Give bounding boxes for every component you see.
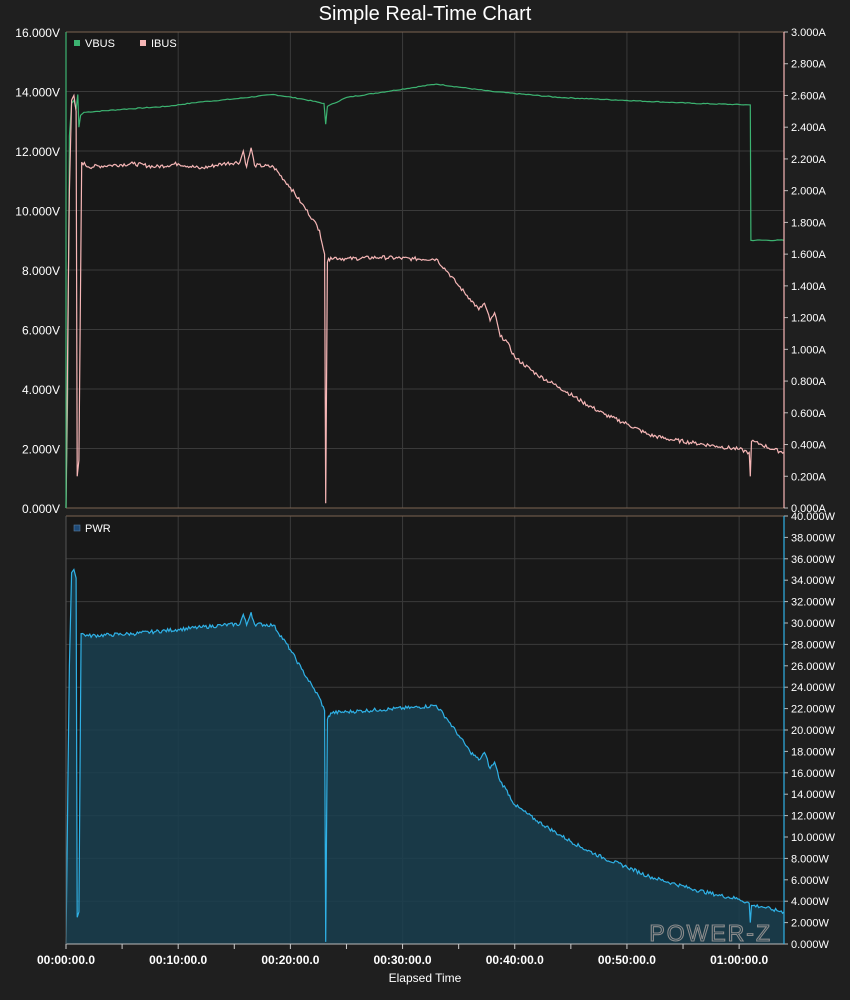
legend-swatch-ibus [140, 40, 146, 46]
right-tick-label: 14.000W [791, 789, 836, 801]
right-tick-label: 6.000W [791, 875, 830, 887]
right-tick-label: 0.400A [791, 440, 827, 452]
right-tick-label: 34.000W [791, 575, 836, 587]
x-axis-label: Elapsed Time [389, 971, 462, 985]
right-tick-label: 40.000W [791, 511, 836, 523]
left-tick-label: 8.000V [22, 264, 60, 278]
right-tick-label: 3.000A [791, 27, 827, 39]
right-tick-label: 0.600A [791, 408, 827, 420]
right-tick-label: 16.000W [791, 768, 836, 780]
right-tick-label: 0.000W [791, 939, 830, 951]
left-tick-label: 14.000V [15, 86, 60, 100]
legend-label-pwr: PWR [85, 523, 111, 535]
right-tick-label: 32.000W [791, 597, 836, 609]
right-tick-label: 22.000W [791, 704, 836, 716]
right-tick-label: 26.000W [791, 661, 836, 673]
right-tick-label: 38.000W [791, 532, 836, 544]
top-panel: 0.000V 2.000V 4.000V 6.000V 8.000V 10.000V 12.… [15, 26, 826, 516]
series-line-pwr [65, 568, 785, 945]
right-tick-label: 1.600A [791, 249, 827, 261]
left-tick-label: 2.000V [22, 443, 60, 457]
left-tick-label: 10.000V [15, 205, 60, 219]
x-tick-label: 00:50:00.0 [598, 953, 656, 967]
series-area-pwr [66, 569, 784, 944]
left-tick-label: 12.000V [15, 145, 60, 159]
right-tick-label: 1.200A [791, 313, 827, 325]
legend-label-ibus: IBUS [151, 38, 177, 50]
right-tick-label: 10.000W [791, 832, 836, 844]
right-tick-label: 8.000W [791, 853, 830, 865]
legend-label-vbus: VBUS [85, 38, 115, 50]
right-tick-label: 0.000A [791, 503, 827, 515]
left-tick-label: 6.000V [22, 324, 60, 338]
x-tick-label: 00:40:00.0 [486, 953, 544, 967]
right-tick-label: 2.000A [791, 186, 827, 198]
bottom-panel: 0.000W 2.000W 4.000W 6.000W 8.000W 10.000W 12.… [65, 511, 836, 951]
right-tick-label: 2.400A [791, 122, 827, 134]
right-tick-label: 2.000W [791, 918, 830, 930]
x-tick-label: 00:10:00.0 [149, 953, 207, 967]
right-tick-label: 20.000W [791, 725, 836, 737]
left-tick-label: 4.000V [22, 383, 60, 397]
right-tick-label: 24.000W [791, 682, 836, 694]
legend-swatch-vbus [74, 40, 80, 46]
right-tick-label: 0.200A [791, 471, 827, 483]
right-tick-label: 2.200A [791, 154, 827, 166]
power-z-logo: POWER-Z [649, 919, 772, 946]
right-tick-label: 1.400A [791, 281, 827, 293]
right-tick-label: 28.000W [791, 639, 836, 651]
legend: VBUS IBUS [74, 38, 177, 50]
series-line-ibus [65, 93, 785, 509]
right-tick-label: 0.800A [791, 376, 827, 388]
right-tick-label: 18.000W [791, 746, 836, 758]
legend: PWR [73, 523, 111, 535]
series-line-vbus [65, 83, 785, 509]
legend-swatch-pwr [73, 524, 81, 532]
right-tick-label: 2.800A [791, 59, 827, 71]
x-tick-label: 00:30:00.0 [374, 953, 432, 967]
x-axis: 00:00:00.0 00:10:00.0 00:20:00.0 00:30:00.0… [37, 944, 768, 985]
left-tick-label: 16.000V [15, 26, 60, 40]
right-tick-label: 4.000W [791, 896, 830, 908]
right-tick-label: 2.600A [791, 90, 827, 102]
chart-title: Simple Real-Time Chart [318, 3, 532, 25]
x-tick-label: 00:20:00.0 [261, 953, 319, 967]
right-tick-label: 36.000W [791, 554, 836, 566]
logo-text: POWER-Z [649, 920, 772, 946]
right-tick-label: 12.000W [791, 811, 836, 823]
x-tick-label: 00:00:00.0 [37, 953, 95, 967]
right-tick-label: 30.000W [791, 618, 836, 630]
right-tick-label: 1.800A [791, 217, 827, 229]
x-tick-label: 01:00:00.0 [710, 953, 768, 967]
left-tick-label: 0.000V [22, 502, 60, 516]
right-tick-label: 1.000A [791, 344, 827, 356]
